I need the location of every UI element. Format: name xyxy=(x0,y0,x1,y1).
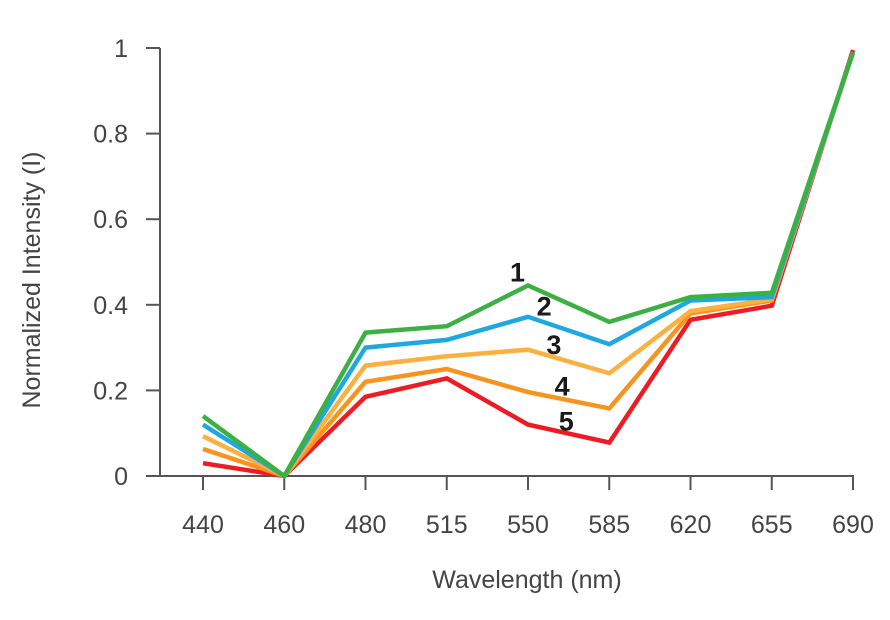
series-line-1 xyxy=(201,51,856,480)
x-tick-label: 550 xyxy=(507,511,549,539)
x-tick-label: 620 xyxy=(670,511,712,539)
x-axis-title: Wavelength (nm) xyxy=(432,566,621,594)
series-label-5: 5 xyxy=(559,407,574,437)
y-tick-label: 1 xyxy=(114,35,128,63)
y-axis-title: Normalized Intensity (I) xyxy=(18,151,46,408)
x-tick-label: 690 xyxy=(832,511,874,539)
series-label-2: 2 xyxy=(537,292,552,322)
x-ticks: 440 460 480 515 550 585 620 655 690 xyxy=(182,476,874,539)
y-tick-label: 0.2 xyxy=(93,377,128,405)
series-label-4: 4 xyxy=(555,371,570,401)
series-line-5 xyxy=(202,49,856,479)
x-tick-label: 585 xyxy=(588,511,630,539)
x-tick-label: 515 xyxy=(426,511,468,539)
series-labels: 12 3 4 5 xyxy=(510,258,574,437)
x-tick-label: 655 xyxy=(751,511,793,539)
x-tick-label: 480 xyxy=(345,511,387,539)
x-tick-label: 440 xyxy=(182,511,224,539)
y-tick-label: 0.8 xyxy=(93,121,128,149)
series-line-4 xyxy=(202,51,856,479)
series-line-2 xyxy=(201,51,856,480)
y-tick-label: 0 xyxy=(114,463,128,491)
series-label-1: 1 xyxy=(510,258,525,288)
series-lines xyxy=(201,49,856,480)
y-ticks: 0 0.2 0.4 0.6 0.8 1 xyxy=(93,35,160,491)
series-label-3: 3 xyxy=(546,330,561,360)
y-tick-label: 0.4 xyxy=(93,292,128,320)
series-line-3 xyxy=(202,51,856,479)
x-tick-label: 460 xyxy=(263,511,305,539)
y-tick-label: 0.6 xyxy=(93,206,128,234)
